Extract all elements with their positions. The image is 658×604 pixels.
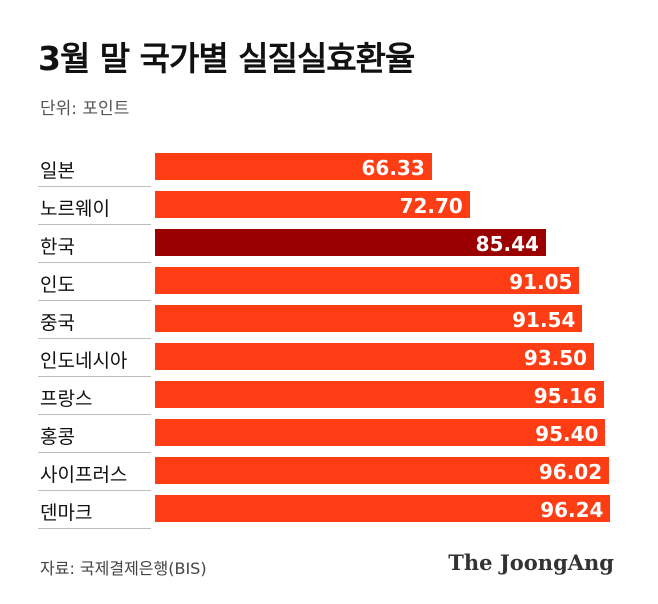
bar-value-label: 96.24	[540, 498, 604, 522]
category-label: 중국	[40, 312, 75, 334]
bar-value-label: 93.50	[523, 346, 588, 370]
bar-row: 사이프러스 96.02	[38, 453, 628, 491]
bar-value-label: 66.33	[361, 156, 425, 180]
row-divider	[38, 338, 151, 339]
bar: 91.05	[155, 267, 580, 294]
bar: 85.44	[155, 229, 546, 256]
bar-row: 중국 91.54	[38, 301, 628, 339]
source-note: 자료: 국제결제은행(BIS)	[40, 559, 207, 578]
bar-row: 덴마크 96.24	[38, 491, 628, 529]
category-label: 인도	[40, 274, 75, 296]
row-divider	[38, 414, 151, 415]
bar: 91.54	[155, 305, 583, 332]
bar-row: 프랑스 95.16	[38, 377, 628, 415]
row-divider	[38, 528, 151, 529]
bar-row: 한국 85.44	[38, 225, 628, 263]
category-label: 프랑스	[40, 388, 93, 410]
bar-value-label: 96.02	[538, 460, 603, 484]
bar-value-label: 85.44	[475, 232, 539, 256]
bar: 95.16	[155, 381, 604, 408]
bar-row: 인도 91.05	[38, 263, 628, 301]
bar: 96.02	[155, 457, 610, 484]
bar-row: 인도네시아 93.50	[38, 339, 628, 377]
category-label: 한국	[40, 236, 75, 258]
category-label: 노르웨이	[40, 198, 110, 220]
bar-value-label: 91.54	[512, 308, 576, 332]
category-label: 덴마크	[40, 502, 93, 524]
bar-value-label: 95.40	[535, 422, 599, 446]
bar: 93.50	[155, 343, 595, 370]
bar-row: 노르웨이 72.70	[38, 187, 628, 225]
bar-value-label: 72.70	[399, 194, 463, 218]
bar-value-label: 95.16	[533, 384, 597, 408]
row-divider	[38, 490, 151, 491]
category-label: 사이프러스	[40, 464, 128, 486]
bar-row: 홍콩 95.40	[38, 415, 628, 453]
row-divider	[38, 224, 151, 225]
publisher-logo: The JoongAng	[448, 550, 614, 575]
bar-row: 일본 66.33	[38, 149, 628, 187]
category-label: 홍콩	[40, 426, 75, 448]
category-label: 인도네시아	[40, 350, 128, 372]
bar: 72.70	[155, 191, 470, 218]
bar: 96.24	[155, 495, 611, 522]
bar-value-label: 91.05	[509, 270, 573, 294]
bar: 66.33	[155, 153, 432, 180]
unit-label: 단위: 포인트	[40, 99, 130, 119]
row-divider	[38, 300, 151, 301]
category-label: 일본	[40, 160, 75, 182]
bar: 95.40	[155, 419, 606, 446]
chart-title: 3월 말 국가별 실질실효환율	[38, 39, 415, 78]
row-divider	[38, 376, 151, 377]
row-divider	[38, 186, 151, 187]
bar-chart: 일본 66.33 노르웨이 72.70 한국 85.44 인도 91.05 중국 91.54 인도네…	[38, 149, 628, 529]
row-divider	[38, 262, 151, 263]
row-divider	[38, 452, 151, 453]
